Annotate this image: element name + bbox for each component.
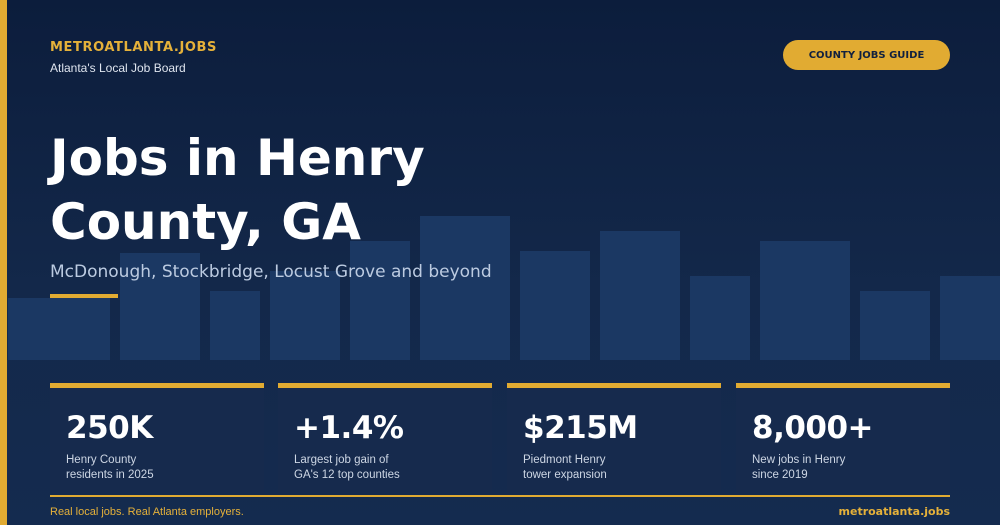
stat-value: $215M (523, 410, 638, 446)
stat-label: Piedmont Henry tower expansion (523, 453, 703, 483)
brand-tagline: Atlanta's Local Job Board (50, 61, 186, 75)
footer-divider (50, 495, 950, 497)
skyline-building (350, 241, 410, 360)
skyline-building (420, 216, 510, 360)
skyline-building (270, 271, 340, 360)
stat-label-line: since 2019 (752, 469, 808, 481)
stat-value: +1.4% (294, 410, 404, 446)
skyline-building (600, 231, 680, 360)
skyline-building (120, 253, 200, 360)
stat-value: 250K (66, 410, 153, 446)
page-title: Jobs in Henry County, GA (50, 129, 425, 251)
stat-label: Henry County residents in 2025 (66, 453, 246, 483)
stat-label-line: residents in 2025 (66, 469, 154, 481)
brand-name: METROATLANTA.JOBS (50, 40, 217, 55)
skyline-building (690, 276, 750, 360)
page-subtitle: McDonough, Stockbridge, Locust Grove and… (50, 262, 492, 282)
stat-label-line: tower expansion (523, 469, 607, 481)
skyline-building (210, 291, 260, 360)
stat-value: 8,000+ (752, 410, 874, 446)
stat-card-job-gain: +1.4% Largest job gain of GA's 12 top co… (278, 383, 492, 493)
stat-card-new-jobs: 8,000+ New jobs in Henry since 2019 (736, 383, 950, 493)
stat-label-line: Piedmont Henry (523, 454, 606, 466)
skyline-building (8, 298, 110, 360)
skyline-building (940, 276, 1000, 360)
county-jobs-guide-button[interactable]: COUNTY JOBS GUIDE (783, 40, 950, 70)
stat-card-expansion: $215M Piedmont Henry tower expansion (507, 383, 721, 493)
stat-card-residents: 250K Henry County residents in 2025 (50, 383, 264, 493)
skyline-building (860, 291, 930, 360)
stat-label-line: Largest job gain of (294, 454, 389, 466)
stat-label: Largest job gain of GA's 12 top counties (294, 453, 474, 483)
skyline-building (520, 251, 590, 360)
left-accent-bar (0, 0, 7, 525)
stat-label-line: Henry County (66, 454, 137, 466)
title-underline (50, 294, 118, 298)
footer-site-link[interactable]: metroatlanta.jobs (838, 505, 950, 518)
footer-slogan: Real local jobs. Real Atlanta employers. (50, 506, 244, 518)
stat-label-line: New jobs in Henry (752, 454, 846, 466)
stat-label: New jobs in Henry since 2019 (752, 453, 932, 483)
stats-row: 250K Henry County residents in 2025 +1.4… (50, 383, 950, 493)
skyline-building (760, 241, 850, 360)
brand-block: METROATLANTA.JOBS Atlanta's Local Job Bo… (50, 40, 217, 75)
stat-label-line: GA's 12 top counties (294, 469, 400, 481)
